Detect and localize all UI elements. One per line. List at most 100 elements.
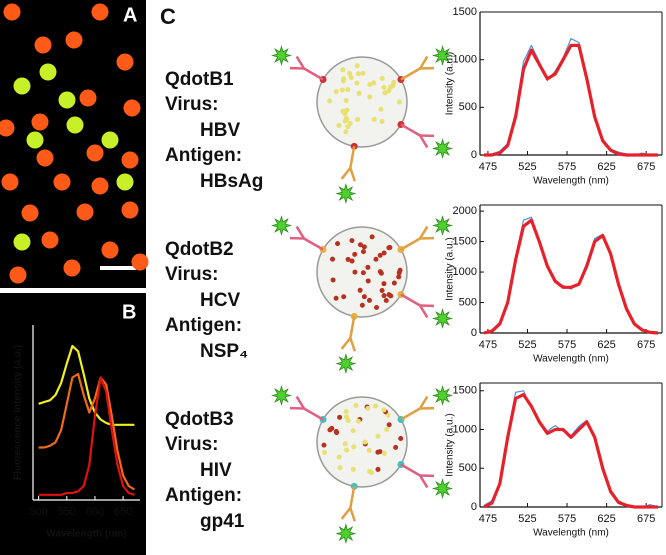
qdot (378, 270, 384, 276)
qdot (388, 84, 394, 90)
antibody-arm (349, 337, 357, 352)
qdot (343, 414, 349, 420)
x-axis-label: Wavelength (nm) (46, 529, 126, 540)
y-tick-label: 0 (471, 149, 477, 161)
particle-dot (58, 91, 76, 109)
x-axis-label: Wavelength (nm) (533, 176, 609, 187)
antibody-arm (418, 474, 429, 489)
virus-name: HIV (200, 460, 232, 481)
particle-dot (53, 173, 71, 191)
qdot (349, 238, 355, 244)
qdot (381, 407, 387, 413)
antigen-star (335, 183, 357, 205)
antibody (400, 237, 421, 251)
qdot (335, 241, 341, 247)
y-axis-label: Intensity (a.u.) (445, 52, 456, 115)
particle-dot (121, 201, 139, 219)
particle-dot (91, 177, 109, 195)
particle-dot (116, 53, 134, 71)
qdot (340, 67, 346, 73)
qdot (379, 118, 385, 124)
qdot (365, 278, 371, 284)
particle-dot (9, 266, 27, 284)
antigen-star (432, 308, 453, 329)
qdot (378, 106, 384, 112)
virus-label: Virus: (165, 434, 219, 455)
qdot (339, 87, 345, 93)
antibody-arm (340, 337, 352, 350)
y-tick-label: 500 (459, 101, 477, 113)
y-tick-label: 0 (471, 327, 477, 339)
qdot (398, 435, 404, 441)
particle-dot (91, 3, 109, 21)
virus-name: HBV (200, 120, 240, 141)
antibody-arm (340, 167, 352, 180)
qdot (365, 405, 371, 411)
qdot (382, 90, 388, 96)
spectrum-line (38, 344, 135, 426)
particle-dot (79, 89, 97, 107)
qdot (396, 99, 402, 105)
y-axis-label: Intensity (a.u.) (445, 237, 456, 300)
qdot (396, 274, 402, 280)
qdot (344, 447, 350, 453)
antigen-name: gp41 (200, 511, 245, 532)
antigen-star (432, 215, 453, 236)
y-tick-label: 2000 (453, 205, 477, 217)
antibody (349, 316, 356, 339)
antigen-star (432, 385, 453, 406)
qdot (359, 302, 365, 308)
x-tick-label: 675 (637, 161, 655, 173)
qdot (330, 256, 336, 262)
x-axis-label: Wavelength (nm) (533, 528, 609, 539)
antigen-label: Antigen: (165, 145, 242, 166)
qdot (336, 122, 342, 128)
panel-label: B (122, 301, 136, 323)
qdot (373, 403, 379, 409)
x-tick-label: 575 (558, 161, 576, 173)
particle-dot (3, 3, 21, 21)
y-tick-label: 1500 (453, 6, 477, 18)
qdot (330, 277, 336, 283)
qdot (345, 256, 351, 262)
y-tick-label: 500 (459, 296, 477, 308)
antigen-star (432, 138, 453, 159)
x-tick-label: 525 (518, 161, 536, 173)
qdot (334, 430, 340, 436)
qdot (367, 94, 373, 100)
particle-dot (86, 144, 104, 162)
qdot (360, 270, 366, 276)
qdot (371, 116, 377, 122)
qdot (354, 80, 360, 86)
qdot (386, 422, 392, 428)
qdot (397, 267, 403, 273)
x-tick-label: 575 (558, 513, 576, 525)
antibody-arm (349, 167, 357, 182)
qdot (340, 78, 346, 84)
virus-label: Virus: (165, 264, 219, 285)
antibody (400, 67, 421, 81)
qdot (393, 444, 399, 450)
qdot (375, 433, 381, 439)
particle-dot (121, 151, 139, 169)
qdot (333, 295, 339, 301)
qdot (352, 251, 358, 257)
particle-dot (76, 203, 94, 221)
qdot (343, 129, 349, 135)
qdot (343, 409, 349, 415)
qdot (355, 116, 361, 122)
particle-dot (116, 173, 134, 191)
qdot (360, 70, 366, 76)
qdot (333, 89, 339, 95)
particle-dot (101, 131, 119, 149)
virus-label: Virus: (165, 94, 219, 115)
y-tick-label: 1000 (453, 54, 477, 66)
antibody (400, 407, 421, 421)
particle-dot (39, 63, 57, 81)
qdot (361, 294, 367, 300)
particle-dot (123, 99, 141, 117)
spectrum-line (483, 218, 659, 335)
y-axis-label: Fluorescence Intensity (a.u.) (13, 345, 24, 480)
qdot (336, 454, 342, 460)
qdot (386, 245, 392, 251)
